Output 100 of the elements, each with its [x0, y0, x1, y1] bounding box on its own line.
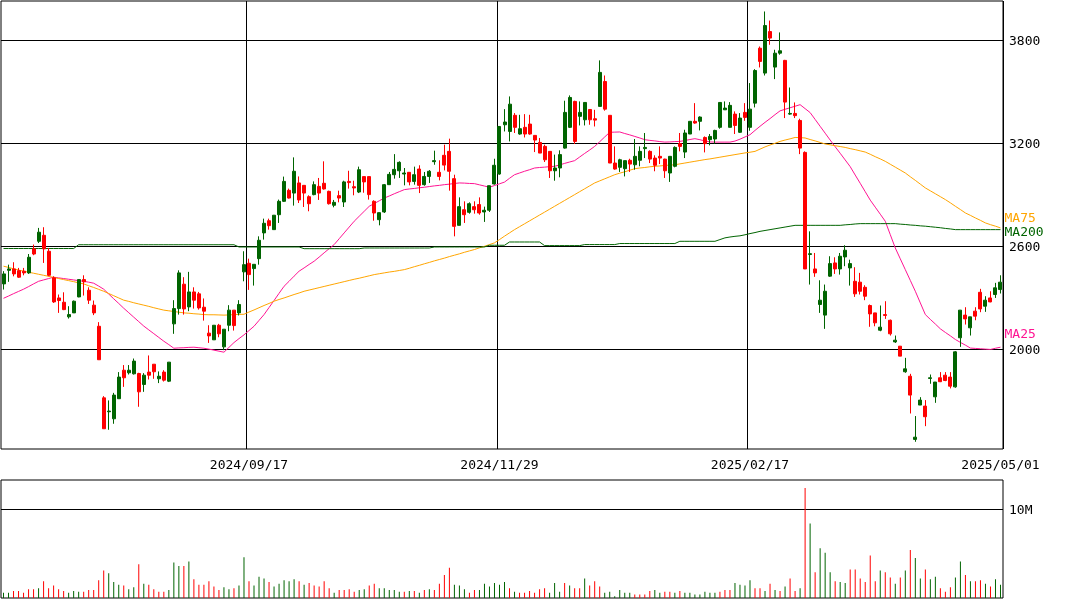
candlestick [412, 166, 416, 186]
candlestick [327, 190, 331, 206]
candlestick [798, 118, 802, 155]
candlestick [457, 196, 461, 226]
candlestick [42, 226, 46, 264]
candlestick [928, 374, 932, 385]
x-tick-label: 2025/02/17 [710, 457, 790, 472]
candlestick [307, 194, 311, 212]
candlestick [432, 150, 436, 166]
candlestick [352, 180, 356, 196]
y-tick-label: 10M [1009, 501, 1033, 517]
x-tick-label: 2024/11/29 [460, 457, 539, 472]
candlestick [92, 300, 96, 316]
candlestick [598, 59, 602, 107]
y-tick-label: 3800 [1009, 32, 1041, 48]
candlestick [452, 174, 456, 237]
candlestick [963, 306, 967, 326]
candlestick [72, 300, 76, 314]
candlestick [82, 274, 86, 297]
candlestick [973, 306, 977, 321]
candlestick [157, 370, 161, 384]
candlestick [903, 357, 907, 374]
candlestick [187, 271, 191, 312]
candlestick [803, 150, 807, 270]
candlestick [37, 227, 41, 244]
candlestick [768, 20, 772, 46]
candlestick [182, 276, 186, 316]
candlestick [342, 180, 346, 208]
candlestick [222, 328, 226, 351]
candlestick [87, 286, 91, 305]
candlestick [763, 10, 767, 76]
candlestick [883, 300, 887, 320]
series-label: MA25 [1004, 325, 1036, 341]
candlestick [628, 158, 632, 173]
candlestick [703, 135, 707, 153]
candlestick [958, 309, 962, 348]
candlestick [212, 324, 216, 341]
candlestick [828, 255, 832, 278]
candlestick [783, 59, 787, 119]
candlestick [573, 100, 577, 145]
candlestick [758, 45, 762, 68]
candlestick [287, 188, 291, 200]
candlestick [232, 309, 236, 332]
candlestick [77, 279, 81, 298]
candlestick [878, 305, 882, 332]
candlestick [242, 250, 246, 282]
candlestick [217, 323, 221, 338]
candlestick [698, 115, 702, 131]
candlestick [813, 252, 817, 278]
candlestick [2, 270, 6, 291]
candlestick [272, 214, 276, 231]
candlestick [743, 102, 747, 122]
candlestick [678, 132, 682, 152]
candlestick [462, 200, 466, 224]
candlestick [167, 361, 171, 383]
candlestick [513, 112, 517, 134]
y-tick-label: 3200 [1009, 135, 1041, 151]
candlestick [533, 134, 537, 153]
candlestick [603, 75, 607, 112]
candlestick [137, 372, 141, 408]
candlestick [918, 396, 922, 406]
candlestick [372, 199, 376, 222]
candlestick [207, 324, 211, 344]
candlestick [748, 82, 752, 132]
candlestick [848, 259, 852, 287]
candlestick [793, 101, 797, 119]
candlestick [67, 305, 71, 320]
candlestick [693, 102, 697, 125]
candlestick [7, 264, 11, 283]
candlestick [252, 263, 256, 287]
candlestick [417, 164, 421, 194]
candlestick [953, 350, 957, 389]
candlestick [437, 159, 441, 181]
candlestick [402, 167, 406, 186]
candlestick [347, 170, 351, 190]
candlestick [733, 110, 737, 135]
candlestick [738, 112, 742, 134]
y-tick-label: 2600 [1009, 238, 1041, 254]
candlestick [357, 166, 361, 194]
candlestick [247, 258, 251, 291]
line-series [3, 136, 1001, 316]
candlestick [407, 171, 411, 186]
candlestick [788, 87, 792, 116]
candlestick [62, 291, 66, 311]
candlestick [237, 299, 241, 316]
candlestick [467, 201, 471, 215]
candlestick [47, 247, 51, 277]
candlestick [122, 364, 126, 388]
candlestick [332, 199, 336, 208]
x-tick-label: 2025/05/01 [961, 457, 1040, 472]
candlestick [833, 256, 837, 275]
candlestick [888, 319, 892, 337]
y-tick-label: 2000 [1009, 341, 1041, 357]
candlestick [808, 230, 812, 286]
candlestick [898, 345, 902, 357]
candlestick [102, 395, 106, 430]
candlestick [923, 399, 927, 427]
candlestick [753, 68, 757, 108]
candlestick [893, 335, 897, 344]
candlestick [983, 295, 987, 313]
